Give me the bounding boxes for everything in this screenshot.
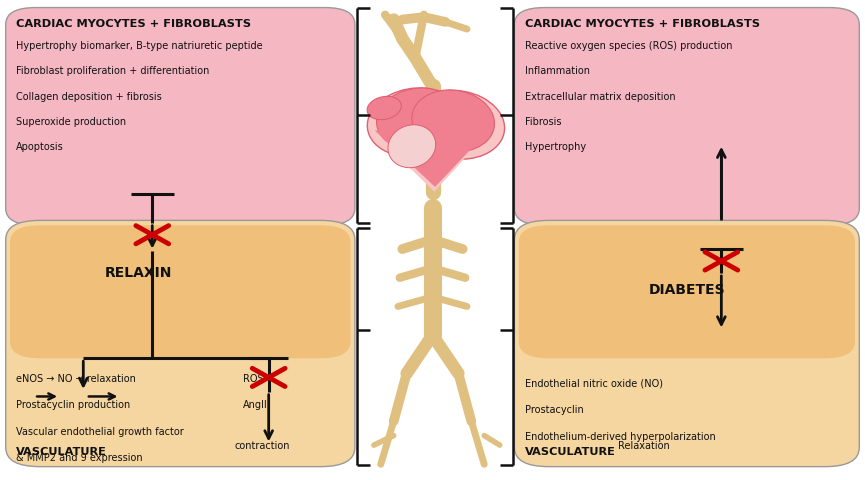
Text: Collagen deposition + fibrosis: Collagen deposition + fibrosis (16, 92, 162, 102)
Text: CARDIAC MYOCYTES + FIBROBLASTS: CARDIAC MYOCYTES + FIBROBLASTS (525, 19, 759, 29)
Text: Extracellular matrix deposition: Extracellular matrix deposition (525, 92, 676, 102)
Text: eNOS → NO → relaxation: eNOS → NO → relaxation (16, 373, 136, 383)
Text: Reactive oxygen species (ROS) production: Reactive oxygen species (ROS) production (525, 41, 733, 51)
Text: Apoptosis: Apoptosis (16, 142, 64, 152)
Text: Superoxide production: Superoxide production (16, 117, 126, 127)
Ellipse shape (412, 91, 495, 153)
FancyBboxPatch shape (515, 221, 859, 467)
Text: RELAXIN: RELAXIN (105, 265, 172, 279)
FancyBboxPatch shape (6, 221, 355, 467)
Text: Prostacyclin production: Prostacyclin production (16, 399, 131, 409)
Text: Hypertrophy: Hypertrophy (525, 142, 586, 152)
Polygon shape (375, 131, 489, 188)
Ellipse shape (408, 91, 504, 160)
Text: Fibrosis: Fibrosis (525, 117, 561, 127)
Text: Endothelium-derived hyperpolarization: Endothelium-derived hyperpolarization (525, 431, 715, 441)
Polygon shape (370, 130, 491, 192)
Text: Endothelial nitric oxide (NO): Endothelial nitric oxide (NO) (525, 378, 663, 388)
Text: Prostacyclin: Prostacyclin (525, 405, 584, 414)
Text: CARDIAC MYOCYTES + FIBROBLASTS: CARDIAC MYOCYTES + FIBROBLASTS (16, 19, 251, 29)
FancyBboxPatch shape (515, 9, 859, 226)
Ellipse shape (368, 89, 463, 157)
Text: & MMP2 and 9 expression: & MMP2 and 9 expression (16, 452, 143, 462)
Text: ROS: ROS (243, 373, 264, 383)
Text: Inflammation: Inflammation (525, 66, 590, 76)
Text: contraction: contraction (234, 441, 290, 450)
Text: DIABETES: DIABETES (649, 283, 725, 297)
Text: Vascular endothelial growth factor: Vascular endothelial growth factor (16, 426, 183, 436)
Text: Relaxation: Relaxation (618, 441, 670, 450)
Ellipse shape (367, 97, 401, 120)
Text: VASCULATURE: VASCULATURE (525, 446, 616, 456)
FancyBboxPatch shape (6, 9, 355, 226)
Text: Hypertrophy biomarker, B-type natriuretic peptide: Hypertrophy biomarker, B-type natriureti… (16, 41, 263, 51)
Ellipse shape (388, 125, 436, 168)
FancyBboxPatch shape (519, 226, 855, 359)
Text: Fibroblast proliferation + differentiation: Fibroblast proliferation + differentiati… (16, 66, 209, 76)
Text: VASCULATURE: VASCULATURE (16, 446, 107, 456)
Ellipse shape (376, 89, 459, 151)
FancyBboxPatch shape (10, 226, 350, 359)
Text: AngII: AngII (243, 399, 267, 409)
